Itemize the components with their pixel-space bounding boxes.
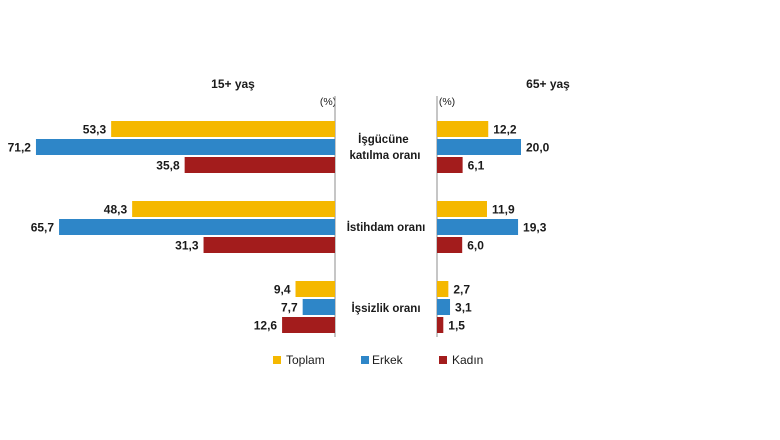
value-label-15plus-erkek-unemployment: 7,7 bbox=[281, 301, 298, 315]
bar-15plus-toplam-unemployment bbox=[295, 281, 335, 297]
value-label-15plus-toplam-employment: 48,3 bbox=[104, 203, 128, 217]
value-label-15plus-kadin-participation: 35,8 bbox=[156, 159, 180, 173]
unit-label-left: (%) bbox=[320, 96, 336, 108]
bar-65plus-toplam-employment bbox=[437, 201, 487, 217]
bars-group: 53,3 48,3 9,4 71,2 65,7 7,7 35,8 31,3 12,6 12,2 11… bbox=[8, 121, 550, 333]
value-label-65plus-toplam-participation: 12,2 bbox=[493, 123, 517, 137]
value-label-65plus-erkek-participation: 20,0 bbox=[526, 141, 550, 155]
bar-15plus-erkek-employment bbox=[59, 219, 336, 235]
bar-65plus-erkek-participation bbox=[437, 139, 521, 155]
bar-65plus-toplam-unemployment bbox=[437, 281, 449, 297]
legend-label-erkek: Erkek bbox=[372, 353, 404, 367]
bar-15plus-kadin-participation bbox=[184, 157, 335, 173]
panel-title-15plus: 15+ yaş bbox=[211, 77, 255, 91]
category-label-participation-line2: katılma oranı bbox=[350, 150, 421, 162]
bar-15plus-toplam-participation bbox=[111, 121, 335, 137]
category-label-employment: İstihdam oranı bbox=[347, 221, 426, 234]
legend: Toplam Erkek Kadın bbox=[273, 353, 483, 367]
category-label-participation: İşgücüne katılma oranı bbox=[350, 133, 421, 162]
legend-swatch-kadin bbox=[439, 356, 447, 364]
value-label-65plus-toplam-unemployment: 2,7 bbox=[453, 283, 470, 297]
legend-swatch-toplam bbox=[273, 356, 281, 364]
value-label-15plus-erkek-employment: 65,7 bbox=[31, 221, 55, 235]
bar-15plus-kadin-unemployment bbox=[282, 317, 335, 333]
value-label-15plus-erkek-participation: 71,2 bbox=[8, 141, 32, 155]
bar-15plus-toplam-employment bbox=[132, 201, 335, 217]
bar-15plus-erkek-unemployment bbox=[302, 299, 335, 315]
value-label-15plus-kadin-employment: 31,3 bbox=[175, 239, 199, 253]
panel-title-65plus: 65+ yaş bbox=[526, 77, 570, 91]
value-label-15plus-toplam-participation: 53,3 bbox=[83, 123, 107, 137]
bar-65plus-kadin-unemployment bbox=[437, 317, 444, 333]
bar-15plus-kadin-employment bbox=[203, 237, 335, 253]
bar-65plus-toplam-participation bbox=[437, 121, 489, 137]
category-label-participation-line1: İşgücüne bbox=[358, 133, 408, 146]
legend-label-kadin: Kadın bbox=[452, 353, 483, 367]
value-label-65plus-kadin-employment: 6,0 bbox=[467, 239, 484, 253]
bar-65plus-erkek-employment bbox=[437, 219, 519, 235]
bar-65plus-kadin-employment bbox=[437, 237, 463, 253]
value-label-65plus-kadin-unemployment: 1,5 bbox=[448, 319, 465, 333]
bar-65plus-erkek-unemployment bbox=[437, 299, 451, 315]
category-label-unemployment: İşsizlik oranı bbox=[351, 302, 420, 315]
value-label-65plus-erkek-employment: 19,3 bbox=[523, 221, 547, 235]
bar-65plus-kadin-participation bbox=[437, 157, 463, 173]
bar-15plus-erkek-participation bbox=[35, 139, 336, 155]
value-label-65plus-erkek-unemployment: 3,1 bbox=[455, 301, 472, 315]
legend-label-toplam: Toplam bbox=[286, 353, 325, 367]
legend-swatch-erkek bbox=[361, 356, 369, 364]
unit-label-right: (%) bbox=[439, 96, 455, 108]
value-label-15plus-toplam-unemployment: 9,4 bbox=[274, 283, 291, 297]
value-label-15plus-kadin-unemployment: 12,6 bbox=[254, 319, 278, 333]
value-label-65plus-toplam-employment: 11,9 bbox=[492, 203, 515, 217]
value-label-65plus-kadin-participation: 6,1 bbox=[468, 159, 485, 173]
